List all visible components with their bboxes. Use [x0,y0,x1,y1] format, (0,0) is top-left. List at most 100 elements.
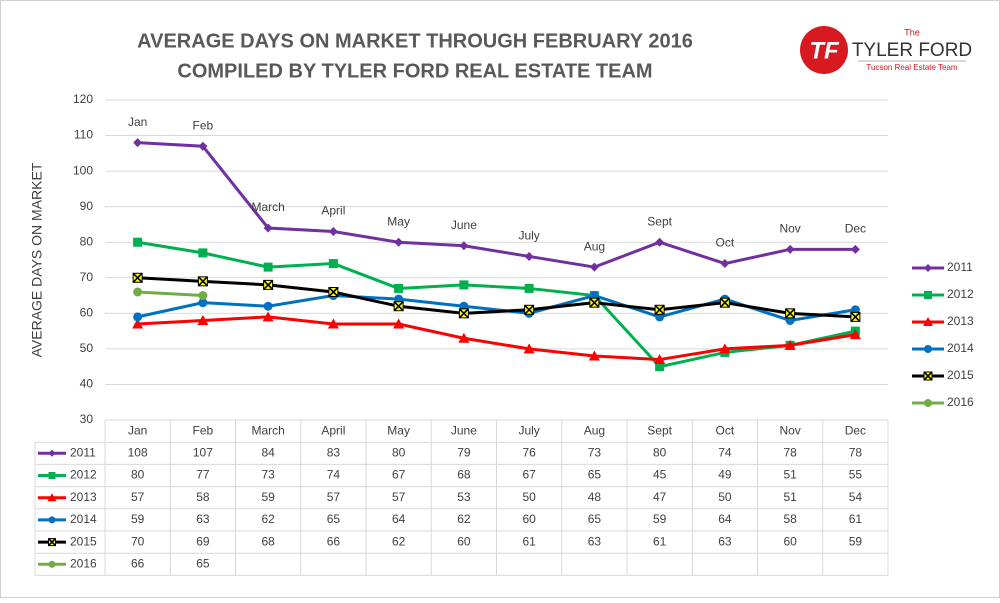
logo-name: TYLER FORD [852,40,972,61]
table-value: 57 [392,490,406,504]
table-value: 57 [131,490,145,504]
marker-cross [458,308,469,319]
marker [459,280,469,290]
x-tick-label: Nov [779,423,800,437]
table-row-label: 2013 [70,490,97,504]
table-row-label: 2011 [70,445,96,459]
marker [198,298,208,308]
marker [47,538,57,547]
x-tick-label: May [387,423,410,437]
point-annotation: July [518,229,539,243]
table-value: 77 [196,468,210,482]
table-value: 59 [653,512,667,526]
point-annotation: Feb [193,118,214,132]
x-tick-label: Jan [128,423,147,437]
table-value: 48 [588,490,602,504]
logo-circle [800,26,848,74]
y-tick-label: 70 [80,270,94,284]
series-line [137,141,856,269]
table-value: 47 [653,490,667,504]
point-annotation: March [251,200,284,214]
marker [328,286,339,298]
table-value: 53 [457,490,471,504]
marker [923,317,933,326]
x-tick-label: Oct [716,423,735,437]
marker-cross [328,286,339,298]
marker [524,283,534,293]
series-line [137,290,203,298]
table-value: 80 [653,445,667,459]
point-annotation: Jan [128,115,147,129]
marker [459,241,469,251]
marker [197,314,209,325]
y-tick-label: 110 [74,128,93,142]
table-row-label: 2012 [70,468,97,482]
table-value: 74 [327,468,341,482]
marker [132,272,143,283]
legend-label: 2013 [947,314,974,328]
x-tick-label: July [518,423,539,437]
marker [48,472,56,479]
table-row-label: 2015 [70,534,97,548]
marker [132,318,144,329]
table-value: 62 [392,534,406,548]
table-value: 66 [327,534,341,548]
y-axis-label: AVERAGE DAYS ON MARKET [29,162,45,357]
marker [263,279,274,290]
marker [924,264,932,272]
x-tick-label: April [321,423,345,437]
series-line [137,240,856,369]
marker [655,362,665,372]
table-value: 63 [196,512,210,526]
chart-title: AVERAGE DAYS ON MARKET THROUGH FEBRUARY … [137,30,693,52]
table-value: 62 [261,512,275,526]
x-tick-label: June [451,423,477,437]
marker [133,237,143,247]
marker [133,138,143,148]
y-tick-label: 60 [80,306,94,320]
y-tick-label: 30 [80,412,94,426]
table-value: 59 [261,490,275,504]
table-value: 61 [653,534,667,548]
point-annotation: May [387,214,410,228]
series-line [137,293,856,322]
y-tick-label: 120 [73,92,93,106]
table-value: 59 [131,512,145,526]
y-tick-label: 90 [80,199,94,213]
table-value: 50 [718,490,732,504]
marker [784,339,796,350]
table-value: 80 [392,445,406,459]
marker [327,318,339,329]
table-value: 83 [327,445,341,459]
table-value: 62 [457,512,471,526]
marker [654,354,666,365]
table-value: 79 [457,445,471,459]
marker [924,345,932,353]
marker [197,276,208,287]
marker [47,493,57,502]
table-value: 64 [718,512,732,526]
x-tick-label: Aug [584,423,605,437]
logo-the: The [904,27,920,37]
point-annotation: Nov [779,222,800,236]
point-annotation: Sept [647,214,672,228]
table-value: 51 [783,468,797,482]
marker-cross [132,272,143,283]
y-tick-label: 50 [80,341,94,355]
table-row-label: 2016 [70,556,97,570]
marker [48,516,56,524]
marker-cross [393,301,404,312]
marker [133,287,143,297]
marker [589,297,600,308]
series-line [137,276,856,319]
marker [198,141,208,151]
table-value: 50 [522,490,536,504]
point-annotation: Oct [716,236,735,250]
logo-tagline: Tucson Real Estate Team [866,63,957,72]
table-value: 54 [849,490,863,504]
table-value: 57 [327,490,341,504]
y-tick-label: 100 [73,163,93,177]
marker [523,343,535,354]
marker [524,251,534,261]
marker [48,560,56,568]
